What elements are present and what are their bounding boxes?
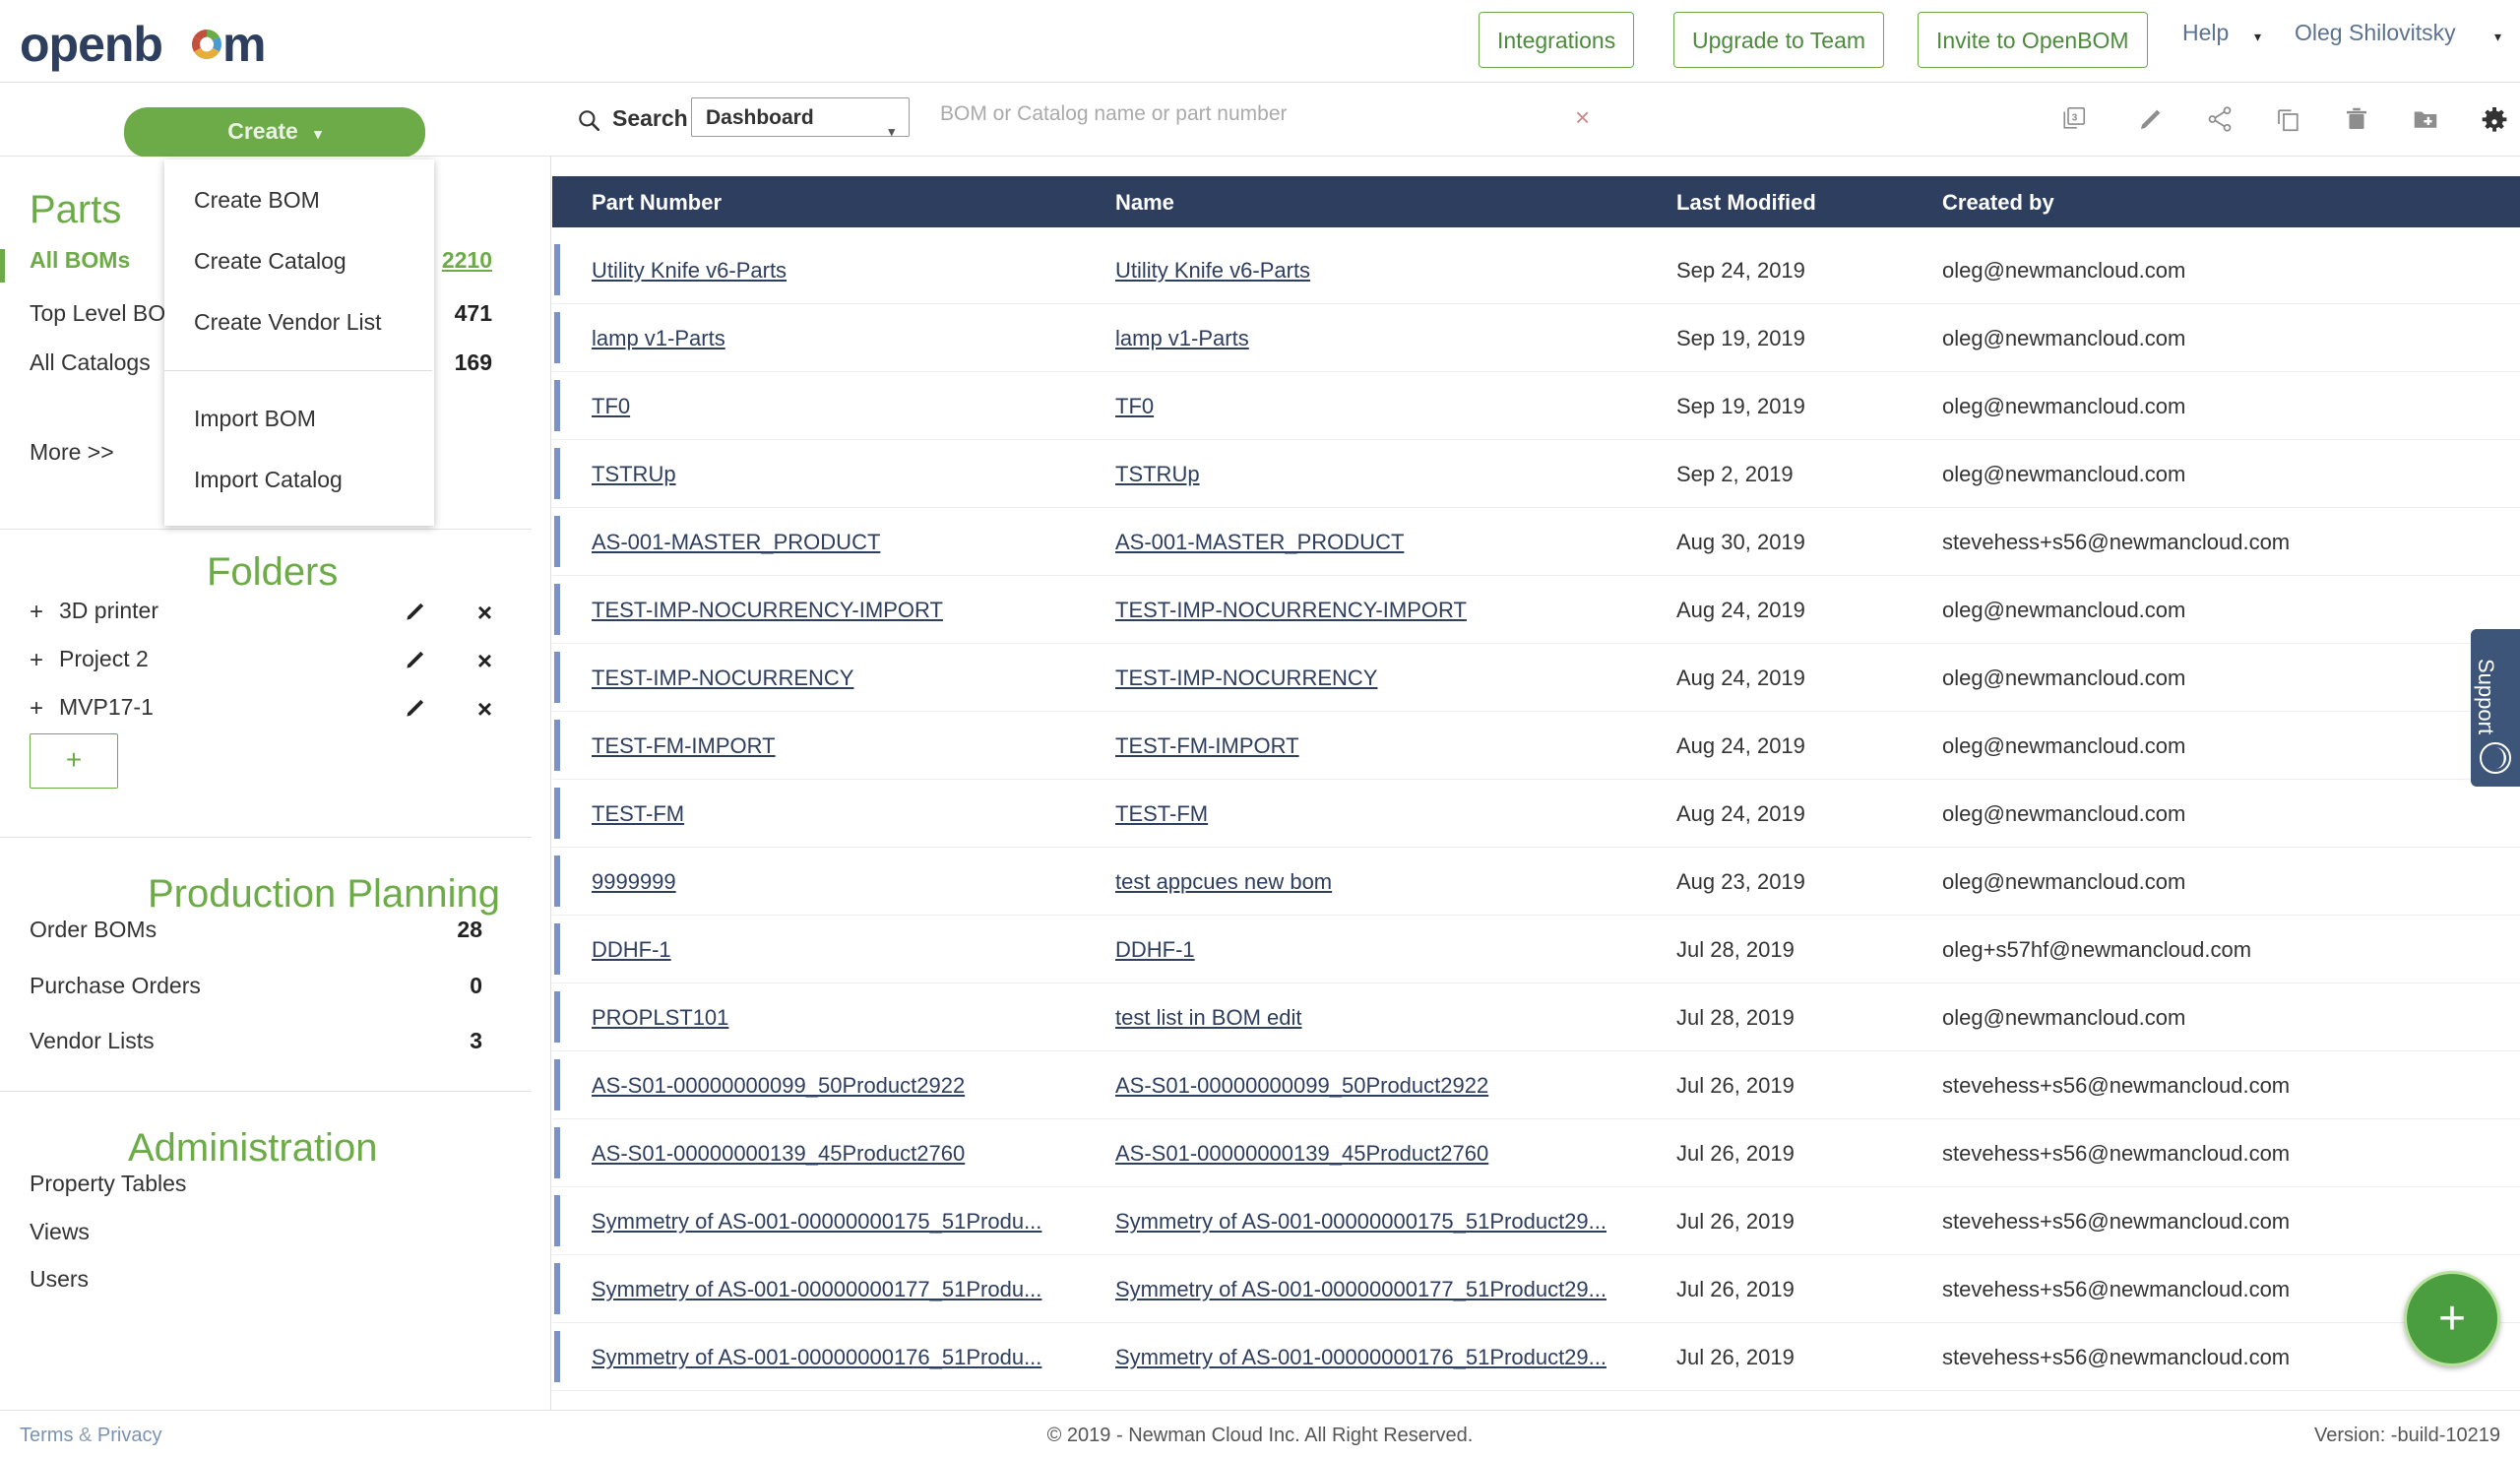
svg-text:3: 3 (2072, 113, 2078, 124)
svg-text:m: m (222, 18, 265, 72)
svg-text:openb: openb (20, 18, 162, 72)
